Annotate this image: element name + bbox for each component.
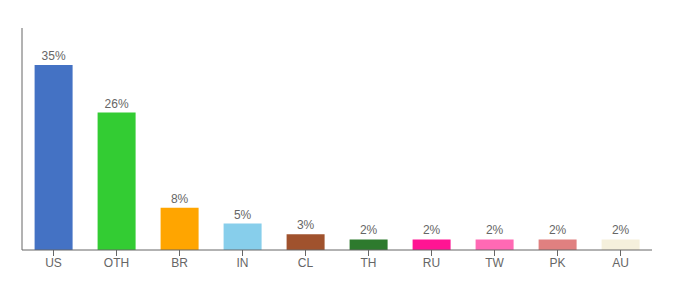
svg-text:3%: 3% xyxy=(297,218,315,232)
svg-text:TH: TH xyxy=(361,256,377,270)
svg-text:2%: 2% xyxy=(549,223,567,237)
svg-text:2%: 2% xyxy=(486,223,504,237)
svg-text:8%: 8% xyxy=(171,192,189,206)
svg-text:IN: IN xyxy=(237,256,249,270)
svg-text:26%: 26% xyxy=(105,97,129,111)
svg-text:OTH: OTH xyxy=(104,256,129,270)
svg-text:2%: 2% xyxy=(612,223,630,237)
svg-text:CL: CL xyxy=(298,256,314,270)
svg-text:TW: TW xyxy=(485,256,504,270)
svg-text:5%: 5% xyxy=(234,208,252,222)
svg-text:BR: BR xyxy=(171,256,188,270)
svg-text:2%: 2% xyxy=(360,223,378,237)
svg-text:35%: 35% xyxy=(42,49,66,63)
svg-text:AU: AU xyxy=(612,256,629,270)
svg-text:RU: RU xyxy=(423,256,440,270)
svg-text:2%: 2% xyxy=(423,223,441,237)
svg-text:PK: PK xyxy=(549,256,565,270)
svg-text:US: US xyxy=(45,256,62,270)
